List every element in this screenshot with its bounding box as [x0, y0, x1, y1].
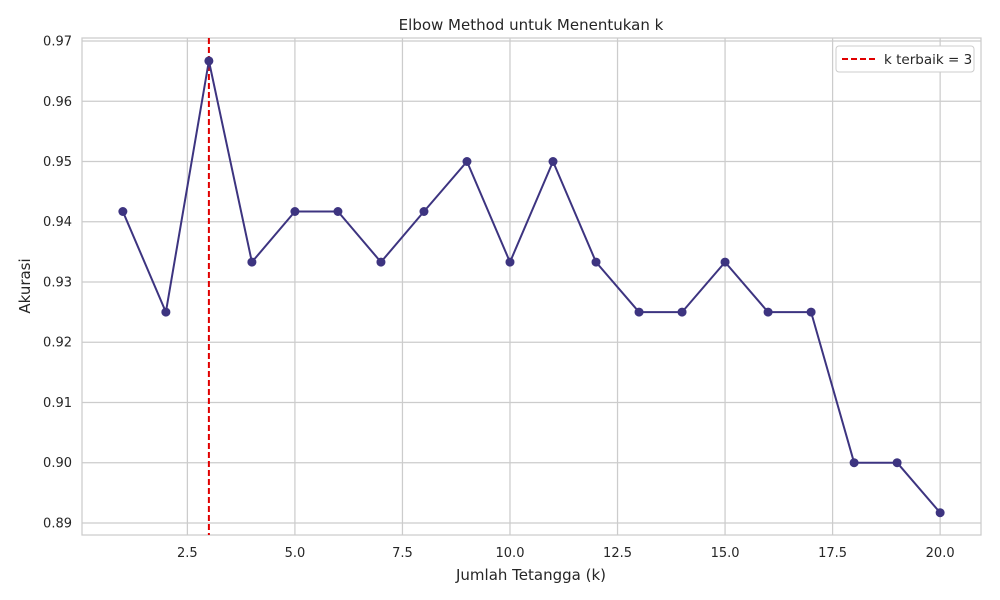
x-tick-label: 2.5 [177, 546, 198, 561]
y-tick-label: 0.95 [43, 155, 72, 170]
data-point [806, 307, 816, 317]
y-tick-label: 0.97 [43, 35, 72, 50]
data-point [247, 257, 257, 267]
x-tick-label: 20.0 [926, 546, 955, 561]
y-axis-title: Akurasi [16, 258, 34, 313]
y-tick-label: 0.96 [43, 95, 72, 110]
legend: k terbaik = 3 [835, 45, 975, 73]
x-tick-label: 5.0 [285, 546, 306, 561]
plot-area-background [82, 38, 981, 535]
data-point [935, 508, 945, 518]
data-point [505, 257, 515, 267]
data-point [892, 458, 902, 468]
data-point [290, 206, 300, 216]
accuracy-series [118, 56, 945, 518]
data-point [591, 257, 601, 267]
legend-box [835, 45, 975, 73]
grid-lines [82, 38, 981, 535]
data-point [118, 206, 128, 216]
x-tick-label: 12.5 [603, 546, 632, 561]
y-tick-label: 0.93 [43, 275, 72, 290]
y-tick-label: 0.92 [43, 336, 72, 351]
y-tick-label: 0.89 [43, 516, 72, 531]
data-point [763, 307, 773, 317]
data-point [204, 56, 214, 66]
accuracy-line [121, 59, 941, 514]
x-tick-label: 15.0 [711, 546, 740, 561]
data-point [419, 206, 429, 216]
x-tick-label: 17.5 [818, 546, 847, 561]
y-tick-label: 0.94 [43, 215, 72, 230]
x-tick-label: 7.5 [392, 546, 413, 561]
data-point [677, 307, 687, 317]
plot-area-frame [81, 37, 982, 536]
x-axis-title: Jumlah Tetangga (k) [455, 566, 606, 584]
data-point [720, 257, 730, 267]
y-tick-label: 0.90 [43, 456, 72, 471]
data-point [634, 307, 644, 317]
x-tick-labels: 2.5 5.0 7.5 10.0 12.5 15.0 17.5 20.0 [177, 546, 955, 561]
data-point [462, 156, 472, 166]
y-tick-label: 0.91 [43, 396, 72, 411]
data-point [548, 156, 558, 166]
y-tick-labels: 0.89 0.90 0.91 0.92 0.93 0.94 0.95 0.96 0.97 [43, 35, 72, 532]
data-point [376, 257, 386, 267]
data-point [849, 458, 859, 468]
data-point [161, 307, 171, 317]
data-point [333, 206, 343, 216]
chart-title: Elbow Method untuk Menentukan k [399, 16, 664, 34]
x-tick-label: 10.0 [496, 546, 525, 561]
legend-entry-best-k: k terbaik = 3 [884, 52, 972, 68]
